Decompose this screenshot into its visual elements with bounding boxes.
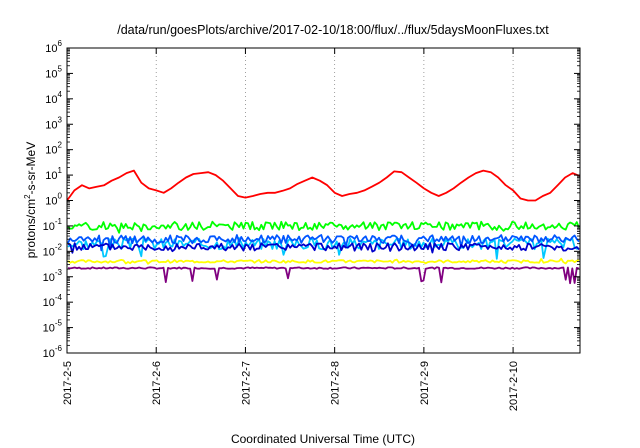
y-tick-label: 100 xyxy=(45,192,62,208)
y-axis-ticks: 10-6 10-5 10-4 10-3 10-2 10-1 100 101 102 103 104 1… xyxy=(43,39,580,360)
x-axis-label: Coordinated Universal Time (UTC) xyxy=(231,432,415,446)
y-tick-label: 105 xyxy=(45,64,62,80)
y-tick-label: 104 xyxy=(45,90,62,106)
y-axis-label-sup: 2 xyxy=(23,194,32,199)
series-line-5 xyxy=(67,242,580,254)
x-tick-label: 2017-2-10 xyxy=(508,361,520,411)
plot-frame xyxy=(66,47,581,354)
y-tick-label: 10-1 xyxy=(43,217,63,233)
y-tick-label: 106 xyxy=(45,39,62,55)
x-tick-label: 2017-2-5 xyxy=(62,361,74,405)
y-tick-label: 102 xyxy=(45,141,62,157)
chart-title: /data/run/goesPlots/archive/2017-02-10/1… xyxy=(117,23,549,37)
x-tick-label: 2017-2-6 xyxy=(151,361,163,405)
x-tick-label: 2017-2-7 xyxy=(240,361,252,405)
y-tick-label: 10-3 xyxy=(43,268,63,284)
series-layer xyxy=(66,169,581,285)
x-axis-ticks: 2017-2-5 2017-2-6 2017-2-7 2017-2-8 2017-2-9… xyxy=(62,48,520,411)
y-tick-label: 10-6 xyxy=(43,344,63,360)
series-line-1 xyxy=(66,169,581,202)
grid-layer xyxy=(155,48,514,353)
series-line-7 xyxy=(67,266,580,285)
y-tick-label: 103 xyxy=(45,115,62,131)
y-axis-label-prefix: protons/cm xyxy=(24,199,38,258)
x-tick-label: 2017-2-8 xyxy=(330,361,342,405)
x-tick-label: 2017-2-9 xyxy=(419,361,431,405)
series-line-4 xyxy=(67,234,580,252)
y-axis-label: protons/cm2-s-sr-MeV xyxy=(23,142,38,258)
series-line-2 xyxy=(67,220,580,234)
y-tick-label: 101 xyxy=(45,166,62,182)
y-tick-label: 10-5 xyxy=(43,319,63,335)
y-tick-label: 10-2 xyxy=(43,242,63,258)
y-tick-label: 10-4 xyxy=(43,293,63,309)
series-line-6 xyxy=(67,257,580,265)
y-axis-label-suffix: -s-sr-MeV xyxy=(24,142,38,195)
